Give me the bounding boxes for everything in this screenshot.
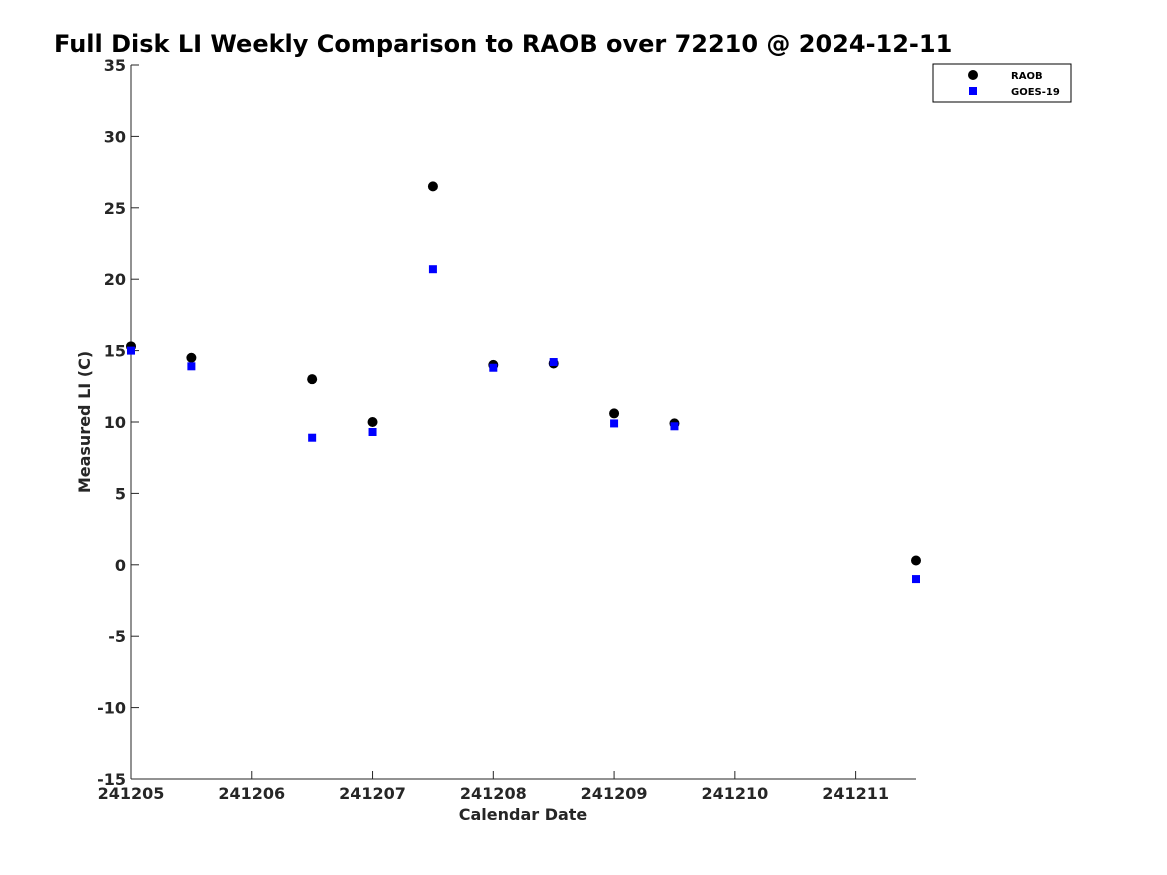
x-tick-label: 241210 — [701, 784, 768, 803]
x-tick-label: 241206 — [218, 784, 285, 803]
goes-19-point — [368, 427, 377, 436]
y-tick-label: 10 — [104, 413, 126, 432]
legend-entry-label: GOES-19 — [1011, 87, 1060, 98]
goes-19-point — [549, 358, 558, 367]
x-tick-label: 241205 — [98, 784, 165, 803]
goes-19-point — [187, 362, 196, 371]
legend-entry-label: RAOB — [1011, 71, 1043, 82]
legend-goes-19-marker — [969, 87, 977, 95]
x-axis-label: Calendar Date — [459, 805, 588, 824]
y-tick-label: 5 — [115, 484, 126, 503]
x-tick-label: 241208 — [460, 784, 527, 803]
plot-axes — [130, 65, 916, 780]
series-raob — [126, 181, 921, 566]
x-tick-label: 241207 — [339, 784, 406, 803]
x-axis-ticks: 241205 241206 241207 241208 241209 241210 2412… — [98, 771, 889, 803]
y-tick-label: -10 — [97, 699, 126, 718]
goes-19-point — [428, 265, 437, 274]
goes-19-point — [308, 433, 317, 442]
raob-point — [911, 555, 921, 566]
goes-19-point — [127, 346, 135, 355]
raob-point — [186, 352, 197, 363]
data-points — [126, 181, 921, 584]
goes-19-point — [670, 422, 679, 431]
raob-point — [367, 417, 378, 427]
series-goes-19 — [127, 265, 920, 584]
y-axis-label: Measured LI (C) — [75, 351, 94, 493]
y-tick-label: 25 — [104, 199, 126, 218]
y-tick-label: 20 — [104, 270, 126, 289]
y-axis-ticks: -15 -10 -5 0 5 10 15 20 25 30 35 — [97, 56, 139, 789]
goes-19-point — [912, 575, 920, 584]
raob-point — [307, 374, 318, 385]
legend-raob-marker — [968, 70, 978, 80]
y-tick-label: 35 — [104, 56, 126, 75]
goes-19-point — [489, 363, 498, 372]
legend-box — [932, 63, 1072, 103]
goes-19-point — [610, 419, 619, 428]
y-tick-label: -5 — [108, 627, 126, 646]
chart-title: Full Disk LI Weekly Comparison to RAOB o… — [54, 30, 952, 58]
raob-point — [609, 408, 620, 419]
y-tick-label: -15 — [97, 770, 126, 789]
y-tick-label: 15 — [104, 342, 126, 361]
x-tick-label: 241209 — [581, 784, 648, 803]
x-tick-label: 241211 — [822, 784, 889, 803]
legend: RAOB GOES-19 — [932, 63, 1072, 103]
raob-point — [427, 181, 438, 192]
y-tick-label: 0 — [115, 556, 126, 575]
y-tick-label: 30 — [104, 127, 126, 146]
